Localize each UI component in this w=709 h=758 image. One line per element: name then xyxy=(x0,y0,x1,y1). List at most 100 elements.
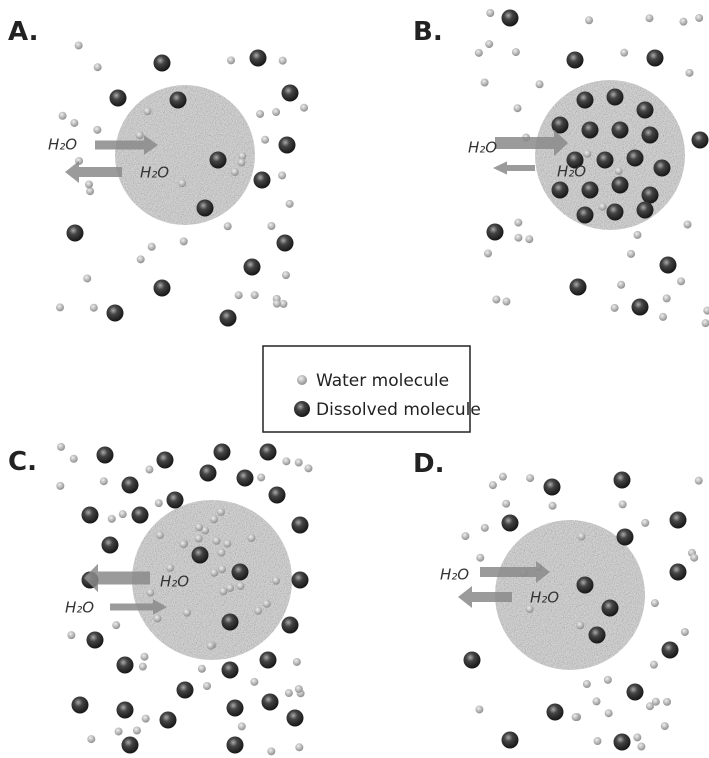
dissolved-molecule xyxy=(576,576,594,594)
water-molecule xyxy=(279,299,288,308)
water-molecule xyxy=(284,689,293,698)
h2o-label: H₂O xyxy=(530,589,559,607)
water-molecule xyxy=(56,481,65,490)
water-molecule xyxy=(86,187,95,196)
dissolved-molecule xyxy=(281,84,299,102)
dissolved-molecule xyxy=(646,49,664,67)
dissolved-molecule xyxy=(156,451,174,469)
dissolved-molecule xyxy=(281,616,299,634)
water-molecule xyxy=(614,166,623,175)
water-molecule xyxy=(271,576,280,585)
legend-dissolved-icon xyxy=(294,401,310,417)
water-molecule xyxy=(677,277,686,286)
water-molecule xyxy=(300,103,309,112)
h2o-label: H₂O xyxy=(468,139,497,157)
water-molecule xyxy=(272,108,281,117)
water-molecule xyxy=(166,563,175,572)
dissolved-molecule xyxy=(546,703,564,721)
water-molecule xyxy=(571,713,580,722)
panel-label: D. xyxy=(413,449,444,479)
water-molecule xyxy=(480,523,489,532)
dissolved-molecule xyxy=(691,131,709,149)
flow-arrow xyxy=(480,561,550,583)
water-molecule xyxy=(480,78,489,87)
dissolved-molecule xyxy=(169,91,187,109)
dissolved-molecule xyxy=(463,651,481,669)
dissolved-molecule xyxy=(96,446,114,464)
dissolved-molecule xyxy=(596,151,614,169)
dissolved-molecule xyxy=(176,681,194,699)
water-molecule xyxy=(683,220,692,229)
water-molecule xyxy=(679,17,688,26)
dissolved-molecule xyxy=(259,443,277,461)
dissolved-molecule xyxy=(81,506,99,524)
water-molecule xyxy=(153,614,162,623)
dissolved-molecule xyxy=(601,599,619,617)
dissolved-molecule xyxy=(501,731,519,749)
dissolved-molecule xyxy=(611,176,629,194)
water-molecule xyxy=(135,131,144,140)
dissolved-molecule xyxy=(221,661,239,679)
dissolved-molecule xyxy=(613,471,631,489)
water-molecule xyxy=(212,536,221,545)
dissolved-molecule xyxy=(159,711,177,729)
water-molecule xyxy=(680,627,689,636)
dissolved-molecule xyxy=(606,88,624,106)
water-molecule xyxy=(292,657,301,666)
dissolved-molecule xyxy=(581,181,599,199)
water-molecule xyxy=(114,727,123,736)
water-molecule xyxy=(488,481,497,490)
dissolved-molecule xyxy=(551,116,569,134)
dissolved-molecule xyxy=(209,151,227,169)
water-molecule xyxy=(138,662,147,671)
water-molecule xyxy=(548,501,557,510)
water-molecule xyxy=(535,80,544,89)
dissolved-molecule xyxy=(641,126,659,144)
water-molecule xyxy=(476,553,485,562)
water-molecule xyxy=(226,583,235,592)
water-molecule xyxy=(58,111,67,120)
water-molecule xyxy=(633,230,642,239)
water-molecule xyxy=(218,565,227,574)
dissolved-molecule xyxy=(236,469,254,487)
dissolved-molecule xyxy=(576,91,594,109)
water-molecule xyxy=(236,582,245,591)
water-molecule xyxy=(74,41,83,50)
water-molecule xyxy=(237,722,246,731)
dissolved-molecule xyxy=(569,278,587,296)
water-molecule xyxy=(155,531,164,540)
water-molecule xyxy=(262,599,271,608)
dissolved-molecule xyxy=(588,626,606,644)
water-molecule xyxy=(461,532,470,541)
water-molecule xyxy=(633,733,642,742)
water-molecule xyxy=(514,233,523,242)
water-molecule xyxy=(230,167,239,176)
water-molecule xyxy=(650,599,659,608)
water-molecule xyxy=(178,179,187,188)
water-molecule xyxy=(620,48,629,57)
dissolved-molecule xyxy=(226,699,244,717)
water-molecule xyxy=(483,249,492,258)
water-molecule xyxy=(93,125,102,134)
dissolved-molecule xyxy=(196,199,214,217)
dissolved-molecule xyxy=(121,736,139,754)
water-molecule xyxy=(223,539,232,548)
water-molecule xyxy=(250,677,259,686)
water-molecule xyxy=(660,722,669,731)
cell xyxy=(132,500,292,660)
water-molecule xyxy=(206,641,215,650)
water-molecule xyxy=(67,631,76,640)
dissolved-molecule xyxy=(71,696,89,714)
h2o-label: H₂O xyxy=(557,163,586,181)
water-molecule xyxy=(69,454,78,463)
panel-label: C. xyxy=(8,447,37,477)
dissolved-molecule xyxy=(576,206,594,224)
cell xyxy=(495,520,645,670)
water-molecule xyxy=(256,109,265,118)
water-molecule xyxy=(617,280,626,289)
dissolved-molecule xyxy=(259,651,277,669)
water-molecule xyxy=(502,499,511,508)
dissolved-molecule xyxy=(669,511,687,529)
water-molecule xyxy=(304,464,313,473)
